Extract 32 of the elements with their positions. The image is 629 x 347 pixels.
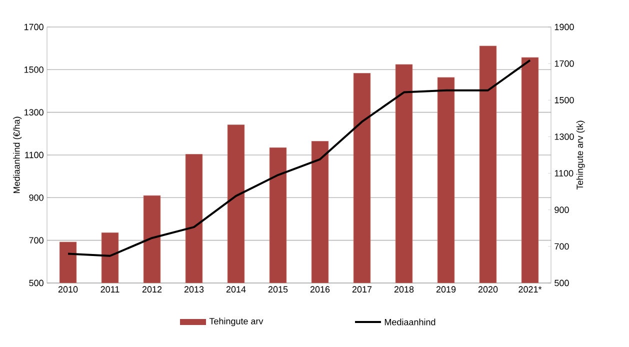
y2-tick-label: 1900: [554, 24, 574, 30]
x-tick-label: 2021*: [518, 286, 542, 293]
x-tick-label: 2016: [310, 286, 330, 293]
x-tick-label: 2013: [184, 286, 204, 293]
y2-axis-title: Tehingute arv (tk): [576, 120, 585, 190]
x-tick-label: 2014: [226, 286, 246, 293]
y2-tick-label: 1100: [554, 170, 574, 176]
y2-tick-label: 900: [554, 206, 569, 214]
y-tick-label: 1700: [24, 24, 44, 30]
y2-tick-label: 1300: [554, 134, 574, 140]
y-tick-label: 900: [29, 194, 44, 201]
x-tick-label: 2010: [58, 286, 78, 293]
legend-label: Mediaanhind: [384, 318, 436, 326]
y-tick-label: 1500: [24, 66, 44, 73]
y-axis-title: Mediaanhind (€/ha): [13, 116, 22, 194]
x-tick-label: 2015: [268, 286, 288, 293]
y2-tick-label: 700: [554, 243, 569, 250]
x-tick-label: 2020: [478, 286, 498, 293]
x-tick-label: 2011: [100, 286, 120, 293]
line-series: [67, 59, 531, 257]
y2-tick-label: 500: [554, 280, 569, 286]
y2-tick-label: 1700: [554, 60, 574, 67]
y2-tick-label: 1500: [554, 96, 574, 104]
x-tick-label: 2018: [394, 286, 414, 293]
y-tick-label: 700: [29, 237, 44, 244]
y-tick-label: 1300: [24, 109, 44, 116]
y-tick-label: 1100: [25, 152, 44, 158]
x-tick-label: 2012: [142, 286, 162, 293]
legend-label: Tehingute arv: [209, 318, 264, 326]
x-tick-label: 2017: [352, 286, 372, 293]
x-tick-label: 2019: [436, 286, 456, 293]
y-tick-label: 500: [29, 280, 44, 286]
